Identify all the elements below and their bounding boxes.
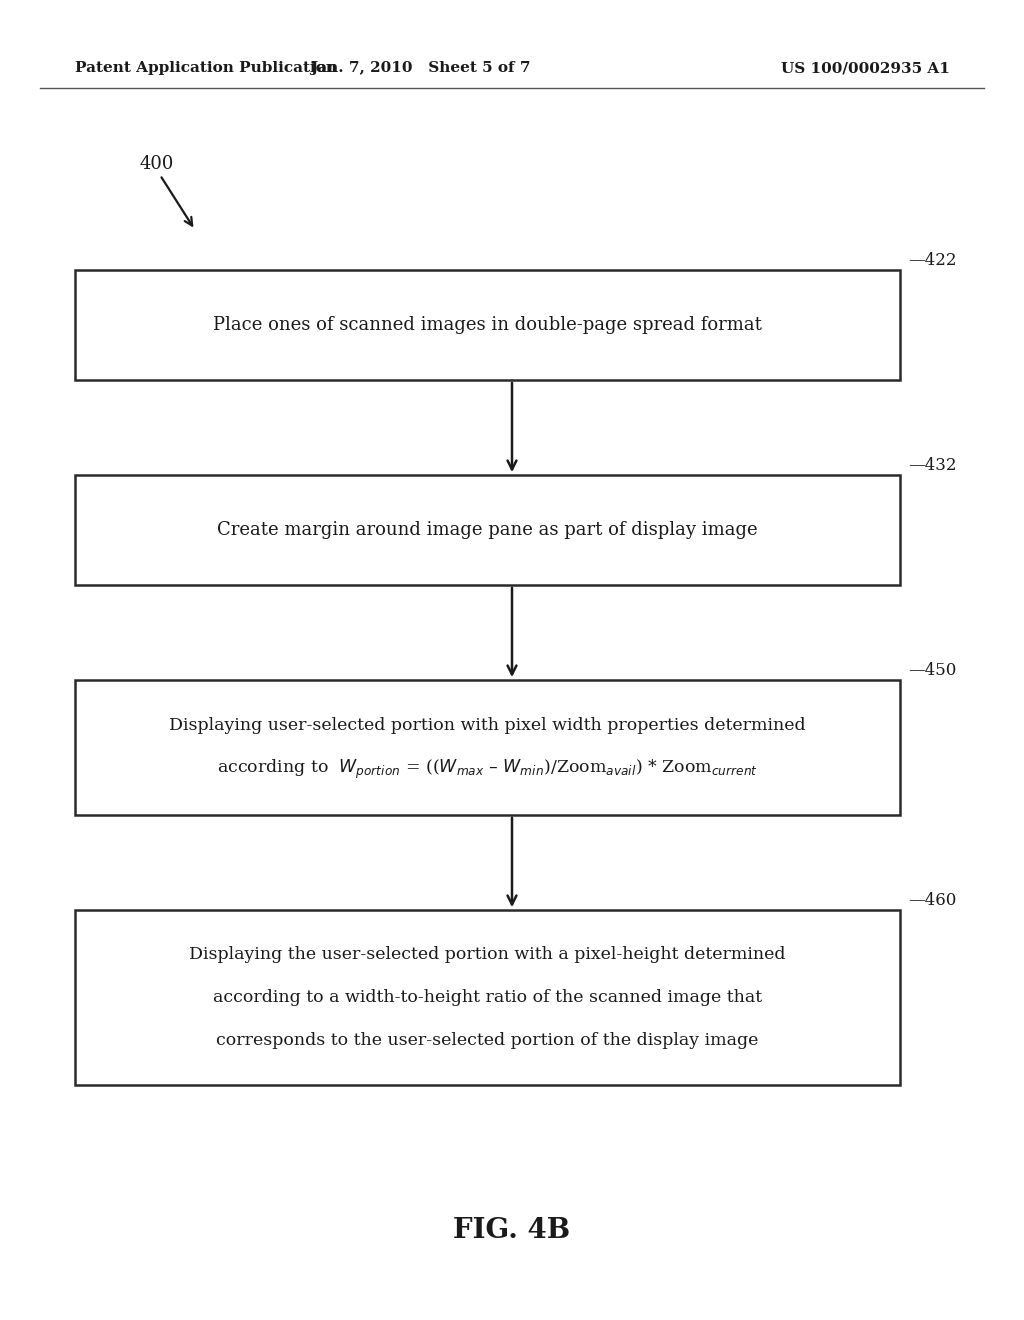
- Text: Displaying user-selected portion with pixel width properties determined: Displaying user-selected portion with pi…: [169, 717, 806, 734]
- Text: Create margin around image pane as part of display image: Create margin around image pane as part …: [217, 521, 758, 539]
- Text: —422: —422: [908, 252, 956, 269]
- Text: Patent Application Publication: Patent Application Publication: [75, 61, 337, 75]
- Text: Place ones of scanned images in double-page spread format: Place ones of scanned images in double-p…: [213, 315, 762, 334]
- Bar: [75, 680, 900, 814]
- Text: —450: —450: [908, 663, 956, 678]
- Text: according to  $W_{portion}$ = (($W_{max}$ – $W_{min}$)/Zoom$_{avail}$) * Zoom$_{: according to $W_{portion}$ = (($W_{max}$…: [217, 758, 758, 781]
- Text: —460: —460: [908, 892, 956, 909]
- Text: US 100/0002935 A1: US 100/0002935 A1: [781, 61, 950, 75]
- Text: according to a width-to-height ratio of the scanned image that: according to a width-to-height ratio of …: [213, 989, 762, 1006]
- Bar: [75, 909, 900, 1085]
- Text: Jan. 7, 2010   Sheet 5 of 7: Jan. 7, 2010 Sheet 5 of 7: [309, 61, 530, 75]
- Bar: [75, 271, 900, 380]
- Text: —432: —432: [908, 457, 956, 474]
- Bar: [75, 475, 900, 585]
- Text: Displaying the user-selected portion with a pixel-height determined: Displaying the user-selected portion wit…: [189, 946, 785, 964]
- Text: FIG. 4B: FIG. 4B: [454, 1217, 570, 1243]
- Text: corresponds to the user-selected portion of the display image: corresponds to the user-selected portion…: [216, 1032, 759, 1049]
- Text: 400: 400: [140, 154, 174, 173]
